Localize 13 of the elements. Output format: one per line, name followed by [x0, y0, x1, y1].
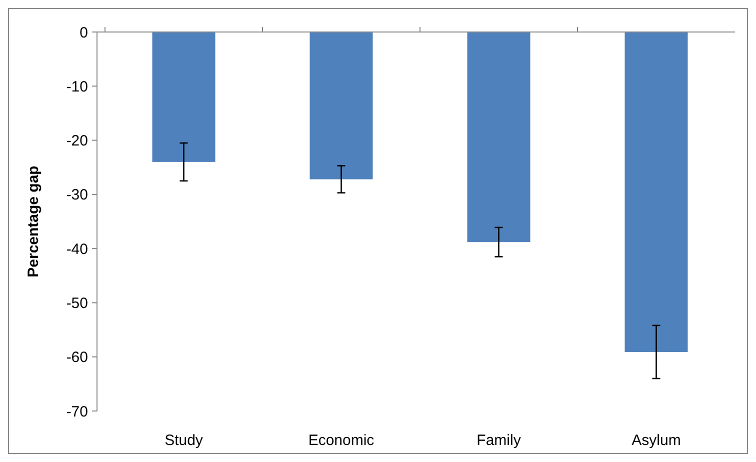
- x-tick-label: Asylum: [632, 432, 681, 449]
- y-axis-title: Percentage gap: [25, 166, 42, 278]
- y-tick-label: -10: [66, 78, 88, 96]
- y-tick-label: -60: [66, 349, 88, 366]
- y-tick-label: -20: [66, 132, 88, 150]
- y-tick-label: -30: [66, 186, 88, 204]
- x-tick-label: Economic: [308, 432, 375, 449]
- x-tick-label: Study: [164, 432, 204, 449]
- y-tick-label: -70: [66, 403, 88, 420]
- y-tick-label: -50: [66, 294, 88, 312]
- x-tick-label: Family: [476, 432, 522, 449]
- y-tick-label: -40: [66, 240, 88, 258]
- y-tick-label: 0: [80, 24, 88, 42]
